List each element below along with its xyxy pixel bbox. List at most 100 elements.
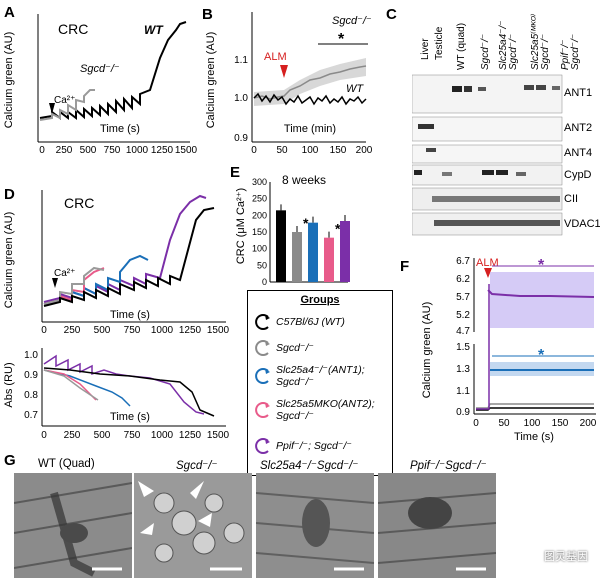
svg-text:ANT4: ANT4 — [564, 147, 592, 159]
lane-label-liver: Liver — [420, 38, 431, 60]
panel-label-b: B — [202, 6, 213, 23]
e-ytick-label: 150 — [252, 227, 267, 237]
em-title-wt: WT (Quad) — [38, 458, 95, 470]
panel-a-wt-label: WT — [144, 23, 164, 37]
svg-text:ANT2: ANT2 — [564, 122, 592, 134]
svg-text:1000: 1000 — [126, 145, 149, 156]
panel-a-ylabel: Calcium green (AU) — [3, 32, 15, 129]
panel-e-chart: CRC (μM Ca²⁺) 8 weeks 0 50 100 150 200 250 300… — [235, 173, 350, 287]
panel-f-chart: Calcium green (AU) 6.76.25.75.24.7 1.51.… — [421, 256, 597, 443]
svg-text:CypD: CypD — [564, 169, 592, 181]
lane-label-slc25a4: Slc25a4⁻/⁻ — [498, 21, 509, 70]
svg-text:0: 0 — [41, 325, 47, 336]
panel-label-f: F — [400, 258, 410, 275]
panel-a-sgcd-line — [39, 89, 95, 121]
group-item-wt: C57Bl/6J (WT) — [276, 316, 345, 328]
group-item-ant1: Slc25a4⁻/⁻(ANT1); — [276, 364, 365, 376]
e-bar — [308, 222, 318, 282]
em-title-slc25a4: Slc25a4⁻/⁻Sgcd⁻/⁻ — [260, 460, 359, 472]
e-ytick-label: 250 — [252, 194, 267, 204]
panel-b-ylabel: Calcium green (AU) — [205, 32, 217, 129]
ppif-group-icon — [255, 438, 270, 454]
panel-d-black-line — [43, 207, 215, 307]
panel-f-alm-label: ALM — [476, 257, 499, 269]
panel-f-yticks-bottom: 1.5 1.3 1.1 0.9 — [456, 342, 470, 418]
svg-text:0: 0 — [41, 430, 47, 441]
svg-text:1.5: 1.5 — [456, 342, 470, 353]
wt-group-icon — [255, 314, 270, 330]
ca-arrow-icon — [49, 103, 55, 114]
group-item-ant2-line2: Sgcd⁻/⁻ — [276, 410, 314, 422]
panel-e-ylabel: CRC (μM Ca²⁺) — [235, 188, 247, 264]
panel-f-purple-band — [490, 272, 594, 328]
svg-text:6.7: 6.7 — [456, 256, 470, 267]
panel-a-ca-label: Ca²⁺ — [54, 95, 75, 106]
e-ytick-label: 100 — [252, 244, 267, 254]
svg-text:1250: 1250 — [151, 145, 174, 156]
ant2-group-icon — [255, 402, 270, 418]
svg-text:0: 0 — [251, 145, 257, 156]
svg-text:250: 250 — [64, 325, 81, 336]
svg-text:200: 200 — [580, 418, 597, 429]
panel-b-xlabel: Time (min) — [284, 123, 336, 135]
group-item-sgcd: Sgcd⁻/⁻ — [276, 342, 314, 354]
ant1-group-icon — [255, 368, 270, 384]
alm-arrow-icon-f — [484, 268, 492, 278]
panel-label-c: C — [386, 6, 397, 23]
svg-text:0.7: 0.7 — [24, 410, 38, 421]
panel-f-purple-line — [487, 289, 595, 298]
em-title-sgcd: Sgcd⁻/⁻ — [176, 460, 218, 472]
panel-b-wt-line — [253, 92, 367, 106]
svg-text:1.3: 1.3 — [456, 364, 470, 375]
e-ytick-label: 0 — [262, 277, 267, 287]
svg-text:1500: 1500 — [207, 430, 230, 441]
svg-text:750: 750 — [124, 430, 141, 441]
svg-text:1000: 1000 — [151, 430, 174, 441]
svg-text:1250: 1250 — [179, 430, 202, 441]
svg-text:250: 250 — [56, 145, 73, 156]
svg-text:1.1: 1.1 — [234, 55, 248, 66]
panel-d-yticks-bottom: 1.0 0.9 0.8 0.7 — [24, 350, 38, 421]
svg-text:0: 0 — [39, 145, 45, 156]
svg-text:0: 0 — [473, 418, 479, 429]
lane-label-ppif: Ppif⁻/⁻ — [560, 39, 571, 70]
panel-b-chart: Calcium green (AU) 1.1 1.0 0.9 Sgcd⁻/⁻ * A… — [205, 12, 373, 156]
lane-label-sgcd: Sgcd⁻/⁻ — [480, 34, 491, 70]
blot-strips — [412, 74, 563, 236]
e-bar — [292, 232, 302, 282]
svg-text:5.2: 5.2 — [456, 310, 470, 321]
svg-text:5.7: 5.7 — [456, 292, 470, 303]
svg-text:250: 250 — [64, 430, 81, 441]
svg-text:ANT1: ANT1 — [564, 87, 592, 99]
panel-label-d: D — [4, 186, 15, 203]
sgcd-group-icon — [255, 340, 270, 356]
svg-text:1.0: 1.0 — [234, 93, 248, 104]
panel-d-xlabel-top: Time (s) — [110, 309, 150, 321]
panel-f-xticks: 0 50 100 150 200 — [473, 418, 597, 429]
panel-b-sgcd-band — [254, 58, 366, 106]
e-bar — [276, 210, 286, 282]
svg-text:500: 500 — [80, 145, 97, 156]
svg-text:500: 500 — [94, 430, 111, 441]
e-significance-star: * — [303, 215, 309, 231]
panel-d-abs-gray — [43, 369, 99, 401]
lane-label-slc25a5: Slc25a5⁽ᴹᴷᴼ⁾ — [530, 13, 541, 70]
svg-text:4.7: 4.7 — [456, 326, 470, 337]
arrowhead-icon — [138, 481, 154, 497]
svg-text:6.2: 6.2 — [456, 274, 470, 285]
em-image-slc25a4 — [256, 473, 374, 578]
lane-label-testicle: Testicle — [434, 26, 445, 60]
panel-f-black-line — [476, 407, 594, 411]
panel-b-wt-label: WT — [346, 83, 364, 95]
svg-text:1000: 1000 — [151, 325, 174, 336]
svg-text:0.8: 0.8 — [24, 390, 38, 401]
em-image-ppif — [378, 473, 496, 578]
svg-text:200: 200 — [356, 145, 373, 156]
panel-c-blot: Liver Testicle WT (quad) Sgcd⁻/⁻ Slc25a4… — [412, 13, 600, 236]
e-ytick-label: 200 — [252, 210, 267, 220]
panel-d-abs-pink — [43, 369, 97, 401]
svg-text:0.9: 0.9 — [234, 133, 248, 144]
e-ytick-label: 50 — [257, 260, 267, 270]
e-ytick-label: 300 — [252, 177, 267, 187]
svg-text:1.0: 1.0 — [24, 350, 38, 361]
